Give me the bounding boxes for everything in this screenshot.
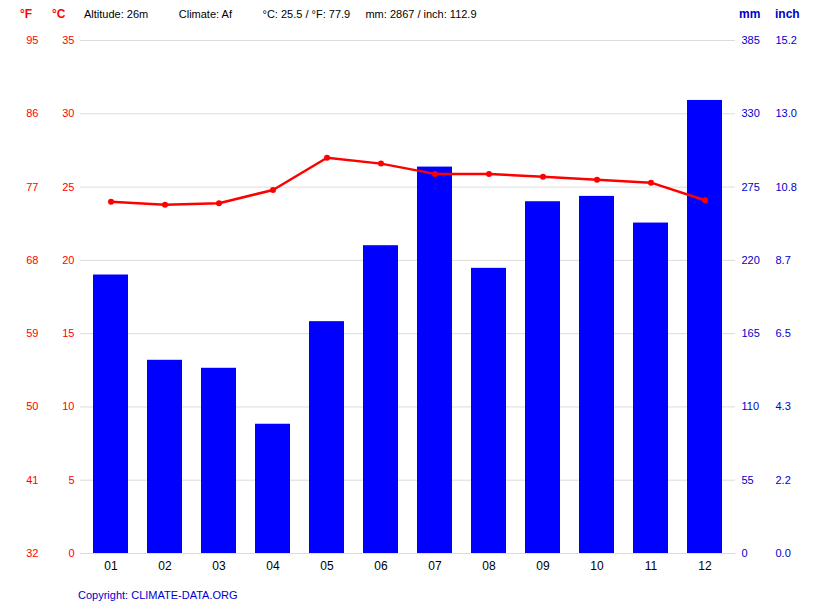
svg-text:12: 12 — [698, 559, 712, 573]
svg-text:25: 25 — [62, 181, 74, 193]
svg-text:275: 275 — [742, 181, 760, 193]
svg-text:95: 95 — [26, 34, 38, 46]
svg-text:110: 110 — [742, 400, 760, 412]
html-text:°C: °C — [52, 7, 66, 21]
svg-text:32: 32 — [26, 547, 38, 559]
svg-text:13.0: 13.0 — [776, 107, 797, 119]
svg-text:06: 06 — [374, 559, 388, 573]
svg-text:8.7: 8.7 — [776, 254, 791, 266]
svg-text:35: 35 — [62, 34, 74, 46]
svg-text:385: 385 — [742, 34, 760, 46]
svg-text:4.3: 4.3 — [776, 400, 791, 412]
svg-text:0: 0 — [742, 547, 748, 559]
svg-text:2.2: 2.2 — [776, 474, 791, 486]
svg-text:15: 15 — [62, 327, 74, 339]
html-text:mm: mm — [739, 7, 761, 21]
svg-text:20: 20 — [62, 254, 74, 266]
svg-text:07: 07 — [428, 559, 442, 573]
svg-text:08: 08 — [482, 559, 496, 573]
svg-text:01: 01 — [104, 559, 118, 573]
svg-text:30: 30 — [62, 107, 74, 119]
svg-text:86: 86 — [26, 107, 38, 119]
html-text:Altitude: 26m Climate: Af °C:: Altitude: 26m Climate: Af °C: 25.5 / °F:… — [84, 8, 477, 20]
html-text:Copyright: CLIMATE-DATA.ORG: Copyright: CLIMATE-DATA.ORG — [78, 589, 238, 601]
svg-text:15.2: 15.2 — [776, 34, 797, 46]
svg-text:10: 10 — [62, 400, 74, 412]
svg-text:68: 68 — [26, 254, 38, 266]
svg-text:50: 50 — [26, 400, 38, 412]
svg-text:05: 05 — [320, 559, 334, 573]
svg-text:41: 41 — [26, 474, 38, 486]
svg-text:77: 77 — [26, 181, 38, 193]
svg-text:59: 59 — [26, 327, 38, 339]
svg-text:165: 165 — [742, 327, 760, 339]
svg-text:6.5: 6.5 — [776, 327, 791, 339]
svg-text:03: 03 — [212, 559, 226, 573]
svg-text:04: 04 — [266, 559, 280, 573]
svg-text:02: 02 — [158, 559, 172, 573]
svg-text:330: 330 — [742, 107, 760, 119]
svg-text:0: 0 — [68, 547, 74, 559]
svg-text:10: 10 — [590, 559, 604, 573]
svg-text:5: 5 — [68, 474, 74, 486]
svg-text:220: 220 — [742, 254, 760, 266]
html-text:°F: °F — [20, 7, 33, 21]
svg-text:11: 11 — [645, 559, 658, 573]
svg-text:10.8: 10.8 — [776, 181, 797, 193]
svg-text:0.0: 0.0 — [776, 547, 791, 559]
html-text:inch: inch — [775, 7, 800, 21]
svg-text:55: 55 — [742, 474, 754, 486]
svg-text:09: 09 — [536, 559, 550, 573]
